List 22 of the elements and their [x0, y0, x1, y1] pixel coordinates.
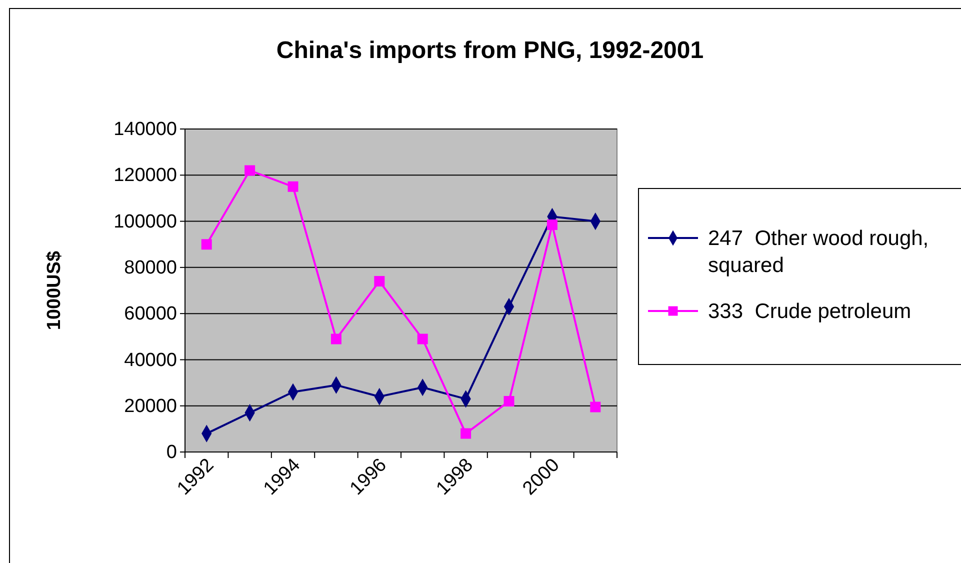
- point: [244, 165, 256, 176]
- y-tick-label: 40000: [124, 350, 177, 371]
- point: [330, 334, 342, 344]
- legend-label: 247 Other wood rough, squared: [708, 227, 929, 277]
- point: [374, 276, 385, 287]
- y-tick-label: 100000: [114, 211, 177, 232]
- point: [546, 220, 558, 230]
- chart-title: China's imports from PNG, 1992-2001: [276, 37, 704, 64]
- y-tick-label: 60000: [124, 304, 177, 325]
- y-tick-label: 120000: [114, 165, 177, 186]
- y-axis-title: 1000US$: [44, 250, 65, 330]
- y-tick-label: 20000: [124, 396, 177, 417]
- y-tick-label: 0: [166, 442, 177, 464]
- y-tick-label: 140000: [114, 119, 177, 140]
- point: [590, 402, 601, 412]
- point: [504, 396, 514, 406]
- y-tick-label: 80000: [124, 258, 177, 279]
- point: [201, 239, 212, 250]
- point: [460, 428, 472, 439]
- legend-label: 333 Crude petroleum: [708, 300, 912, 323]
- point: [417, 334, 428, 344]
- point: [288, 181, 298, 192]
